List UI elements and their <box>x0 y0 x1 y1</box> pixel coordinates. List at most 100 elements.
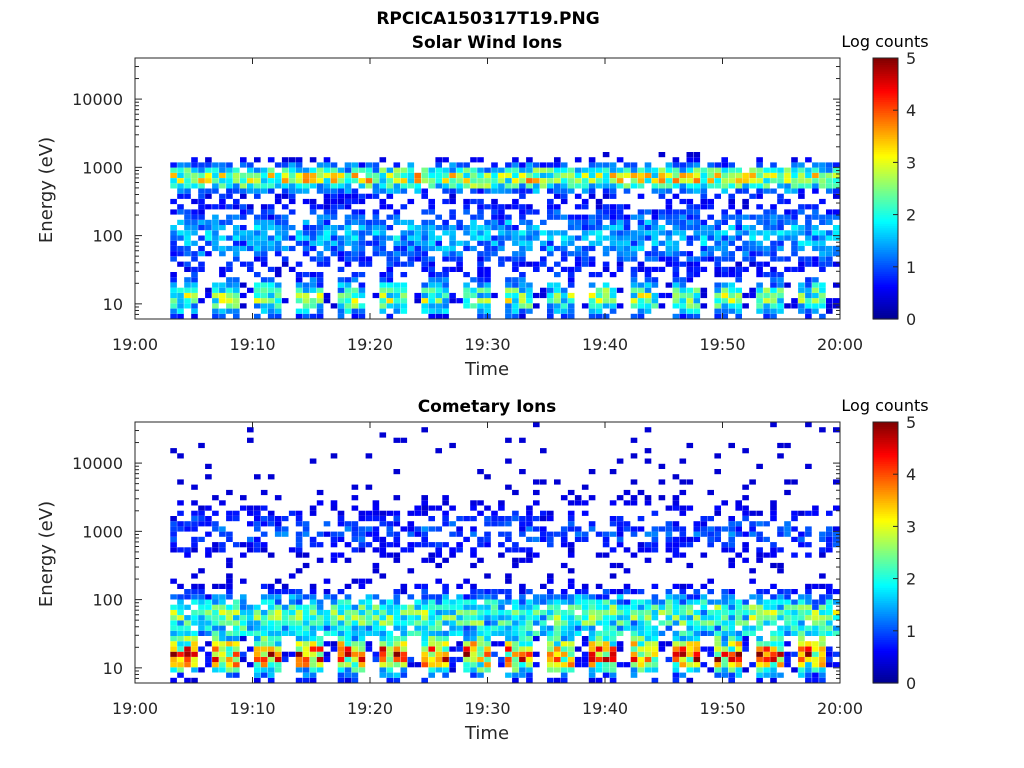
heatmap-cell <box>379 240 387 246</box>
heatmap-cell <box>721 589 728 595</box>
heatmap-cell <box>533 552 540 558</box>
heatmap-cell <box>763 225 770 231</box>
heatmap-cell <box>379 204 387 210</box>
colorbar-swatch <box>873 672 898 675</box>
heatmap-cell <box>240 552 247 558</box>
heatmap-cell <box>526 667 533 673</box>
heatmap-cell <box>630 183 638 189</box>
heatmap-cell <box>637 526 645 532</box>
heatmap-cell <box>302 251 310 257</box>
heatmap-cell <box>219 204 226 210</box>
colorbar-swatch <box>873 103 898 107</box>
heatmap-cell <box>254 474 261 480</box>
heatmap-cell <box>400 303 408 309</box>
heatmap-cell <box>240 261 247 267</box>
heatmap-cell <box>393 625 401 631</box>
heatmap-cell <box>351 313 359 319</box>
heatmap-cell <box>233 604 240 610</box>
heatmap-cell <box>274 531 282 537</box>
heatmap-cell <box>714 272 721 278</box>
heatmap-cell <box>442 183 449 189</box>
heatmap-cell <box>735 526 742 532</box>
heatmap-cell <box>421 172 428 178</box>
heatmap-cell <box>184 219 191 225</box>
heatmap-cell <box>686 235 694 241</box>
heatmap-cell <box>344 256 352 262</box>
heatmap-cell <box>609 245 617 252</box>
heatmap-cell <box>421 303 428 309</box>
heatmap-cell <box>700 609 708 616</box>
heatmap-cell <box>574 589 582 595</box>
heatmap-cell <box>344 219 352 225</box>
heatmap-cell <box>665 261 673 267</box>
heatmap-cell <box>560 495 568 501</box>
heatmap-cell <box>602 646 610 652</box>
heatmap-cell <box>728 287 735 293</box>
heatmap-cell <box>393 604 401 610</box>
heatmap-cell <box>198 442 205 449</box>
heatmap-cell <box>819 167 826 173</box>
heatmap-cell <box>826 609 833 616</box>
heatmap-cell <box>693 225 701 231</box>
heatmap-cell <box>191 240 198 246</box>
heatmap-cell <box>693 209 701 215</box>
heatmap-cell <box>819 172 826 178</box>
heatmap-cell <box>742 620 749 626</box>
heatmap-cell <box>742 495 749 501</box>
heatmap-cell <box>337 636 345 642</box>
heatmap-cell <box>526 282 533 288</box>
heatmap-cell <box>505 235 512 241</box>
heatmap-cell <box>386 214 394 220</box>
heatmap-cell <box>379 183 387 189</box>
heatmap-cell <box>463 183 470 189</box>
heatmap-cell <box>602 656 610 663</box>
heatmap-cell <box>777 198 784 205</box>
heatmap-cell <box>274 516 282 522</box>
heatmap-cell <box>219 167 226 173</box>
colorbar-swatch <box>873 299 898 303</box>
heatmap-cell <box>247 172 254 178</box>
heatmap-cell <box>819 427 826 433</box>
colorbar-swatch <box>873 297 898 301</box>
heatmap-cell <box>463 636 470 642</box>
heatmap-cell <box>365 630 373 636</box>
heatmap-cell <box>554 594 561 600</box>
heatmap-cell <box>470 516 477 522</box>
heatmap-cell <box>240 604 247 610</box>
heatmap-cell <box>407 251 415 257</box>
heatmap-cell <box>393 641 401 647</box>
heatmap-cell <box>637 646 645 652</box>
heatmap-cell <box>351 667 359 673</box>
heatmap-cell <box>728 620 735 626</box>
heatmap-cell <box>567 630 575 636</box>
heatmap-cell <box>812 308 819 314</box>
heatmap-cell <box>191 547 198 553</box>
heatmap-cell <box>205 188 212 194</box>
colorbar-tick-label: 4 <box>906 101 916 120</box>
heatmap-cell <box>560 625 568 631</box>
colorbar-tick-label: 3 <box>906 517 916 536</box>
heatmap-cell <box>623 235 631 241</box>
heatmap-cell <box>735 235 742 241</box>
heatmap-cell <box>602 641 610 647</box>
heatmap-cell <box>742 178 749 184</box>
heatmap-cell <box>630 298 638 304</box>
heatmap-cell <box>302 651 310 657</box>
heatmap-cell <box>254 547 261 553</box>
heatmap-cell <box>665 219 673 225</box>
heatmap-cell <box>512 656 519 663</box>
heatmap-cell <box>288 615 296 621</box>
heatmap-cell <box>184 245 191 252</box>
heatmap-cell <box>233 292 240 299</box>
heatmap-cell <box>421 225 428 231</box>
heatmap-cell <box>281 167 289 173</box>
heatmap-cell <box>805 583 812 589</box>
colorbar-label: Log counts <box>841 396 928 415</box>
heatmap-cell <box>337 625 345 631</box>
heatmap-cell <box>644 641 652 647</box>
heatmap-cell <box>609 162 617 168</box>
heatmap-cell <box>637 230 645 236</box>
colorbar-swatch <box>873 426 898 430</box>
heatmap-cell <box>463 198 470 205</box>
heatmap-cell <box>295 677 303 683</box>
